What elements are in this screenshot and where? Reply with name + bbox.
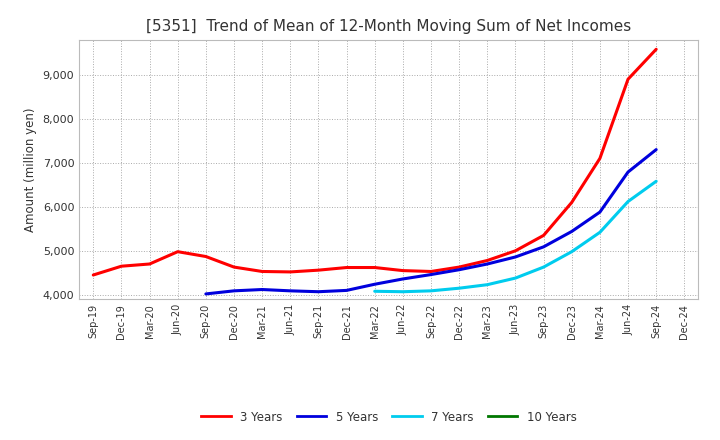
3 Years xyxy=(370,265,379,270)
5 Years xyxy=(511,254,520,260)
3 Years xyxy=(624,77,632,82)
7 Years xyxy=(427,288,436,293)
5 Years xyxy=(399,276,408,282)
5 Years xyxy=(230,288,238,293)
5 Years xyxy=(539,244,548,249)
7 Years xyxy=(539,264,548,270)
3 Years xyxy=(427,269,436,274)
Y-axis label: Amount (million yen): Amount (million yen) xyxy=(24,107,37,231)
5 Years xyxy=(595,209,604,215)
7 Years xyxy=(624,199,632,204)
7 Years xyxy=(567,249,576,254)
5 Years xyxy=(483,261,492,267)
5 Years xyxy=(455,267,464,272)
5 Years xyxy=(314,289,323,294)
5 Years xyxy=(624,169,632,175)
5 Years xyxy=(286,288,294,293)
3 Years xyxy=(399,268,408,273)
3 Years xyxy=(145,261,154,267)
3 Years xyxy=(258,269,266,274)
7 Years xyxy=(399,289,408,294)
Line: 5 Years: 5 Years xyxy=(206,150,656,294)
7 Years xyxy=(595,230,604,235)
7 Years xyxy=(652,179,660,184)
3 Years xyxy=(202,254,210,259)
Legend: 3 Years, 5 Years, 7 Years, 10 Years: 3 Years, 5 Years, 7 Years, 10 Years xyxy=(197,406,581,428)
3 Years xyxy=(314,268,323,273)
3 Years xyxy=(342,265,351,270)
5 Years xyxy=(342,288,351,293)
7 Years xyxy=(511,275,520,281)
Title: [5351]  Trend of Mean of 12-Month Moving Sum of Net Incomes: [5351] Trend of Mean of 12-Month Moving … xyxy=(146,19,631,34)
7 Years xyxy=(483,282,492,287)
7 Years xyxy=(370,289,379,294)
Line: 3 Years: 3 Years xyxy=(94,49,656,275)
5 Years xyxy=(202,291,210,297)
5 Years xyxy=(370,282,379,287)
5 Years xyxy=(567,229,576,234)
3 Years xyxy=(511,248,520,253)
3 Years xyxy=(174,249,182,254)
3 Years xyxy=(652,47,660,52)
3 Years xyxy=(483,258,492,263)
7 Years xyxy=(455,286,464,291)
5 Years xyxy=(427,272,436,277)
3 Years xyxy=(539,233,548,238)
3 Years xyxy=(117,264,126,269)
5 Years xyxy=(258,287,266,292)
3 Years xyxy=(567,200,576,205)
5 Years xyxy=(652,147,660,152)
Line: 7 Years: 7 Years xyxy=(374,181,656,292)
3 Years xyxy=(595,156,604,161)
3 Years xyxy=(89,272,98,278)
3 Years xyxy=(455,264,464,270)
3 Years xyxy=(286,269,294,275)
3 Years xyxy=(230,264,238,270)
